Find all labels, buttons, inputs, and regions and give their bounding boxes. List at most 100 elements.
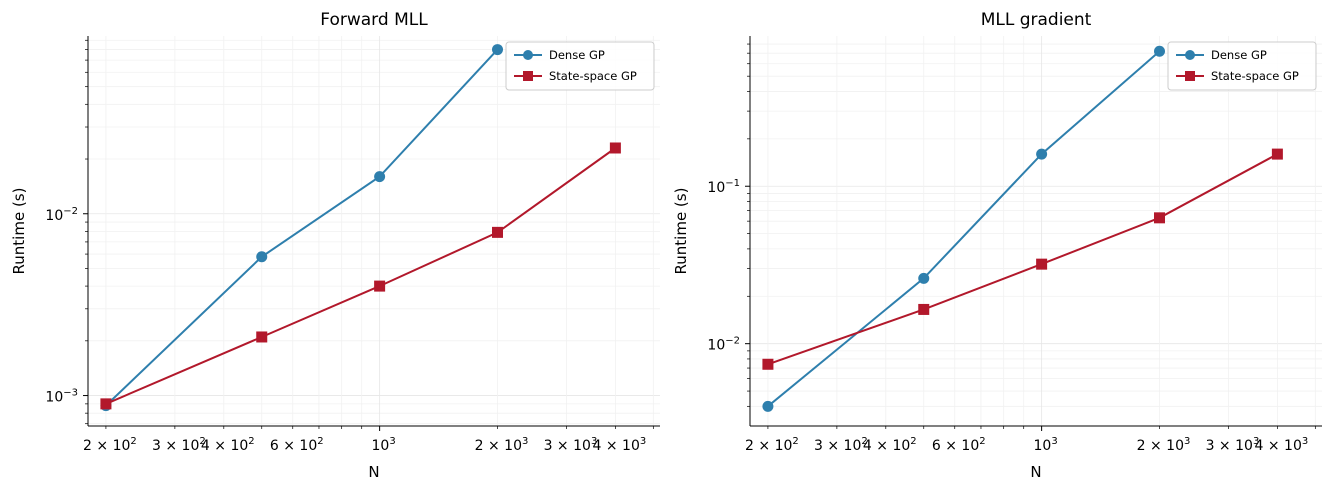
data-point [256, 251, 268, 263]
data-point [762, 400, 774, 412]
x-tick-label-base: 2 × 10 [475, 438, 522, 454]
x-tick-label-exp: 2 [199, 436, 205, 447]
x-tick-label-exp: 3 [1302, 436, 1308, 447]
x-tick-label-exp: 2 [910, 436, 916, 447]
legend-label: Dense GP [1211, 48, 1267, 62]
data-point [100, 398, 112, 410]
legend-item: Dense GP [514, 48, 605, 62]
legend-marker [1185, 71, 1195, 81]
x-tick-label: 2 × 103 [1137, 436, 1191, 454]
x-tick-label-exp: 2 [861, 436, 867, 447]
data-point [762, 358, 774, 370]
y-tick-label: 10−2 [45, 206, 78, 224]
legend-item: State-space GP [514, 69, 637, 83]
x-tick-label-exp: 3 [522, 436, 528, 447]
data-point [492, 226, 504, 238]
data-point [1036, 258, 1048, 270]
x-tick-label: 4 × 102 [863, 436, 917, 454]
series-line [767, 50, 1161, 408]
y-tick-label-exp: −2 [63, 206, 78, 217]
data-point [1036, 148, 1048, 160]
x-tick-label: 4 × 102 [201, 436, 255, 454]
data-point [1154, 212, 1166, 224]
x-tick-label-exp: 3 [1184, 436, 1190, 447]
x-axis-label: N [1030, 463, 1041, 481]
x-tick-label-exp: 2 [979, 436, 985, 447]
x-tick-label: 3 × 102 [152, 436, 206, 454]
data-point [918, 272, 930, 284]
chart-title: Forward MLL [320, 10, 428, 30]
x-tick-label: 2 × 102 [83, 436, 137, 454]
x-tick-label-base: 3 × 10 [1206, 438, 1253, 454]
x-tick-label-base: 10 [372, 438, 390, 454]
legend-item: State-space GP [1176, 69, 1299, 83]
x-tick-label: 103 [1034, 436, 1058, 454]
x-tick-label-base: 10 [1034, 438, 1052, 454]
data-point [256, 331, 268, 343]
y-tick-label-base: 10 [707, 180, 725, 196]
legend-label: State-space GP [1211, 69, 1299, 83]
x-tick-label-base: 2 × 10 [745, 438, 792, 454]
x-tick-label-exp: 3 [389, 436, 395, 447]
x-tick-label-exp: 3 [640, 436, 646, 447]
legend-marker [523, 71, 533, 81]
legend: Dense GP State-space GP [1167, 41, 1317, 91]
x-tick-label: 3 × 103 [544, 436, 598, 454]
x-tick-label-exp: 3 [591, 436, 597, 447]
x-tick-label-base: 2 × 10 [83, 438, 130, 454]
data-point [1154, 45, 1166, 57]
y-axis-label: Runtime (s) [672, 188, 690, 275]
x-tick-label-exp: 3 [1051, 436, 1057, 447]
x-tick-label: 3 × 102 [814, 436, 868, 454]
y-tick-label: 10−1 [707, 178, 740, 196]
x-tick-label-exp: 2 [317, 436, 323, 447]
x-tick-label-base: 6 × 10 [932, 438, 979, 454]
legend-box [505, 41, 655, 91]
x-tick-label-base: 3 × 10 [814, 438, 861, 454]
x-tick-label: 4 × 103 [593, 436, 647, 454]
x-tick-label-base: 4 × 10 [201, 438, 248, 454]
data-point [374, 171, 386, 183]
y-tick-label: 10−3 [45, 388, 78, 406]
legend-label: Dense GP [549, 48, 605, 62]
x-tick-label-exp: 2 [792, 436, 798, 447]
x-tick-label: 4 × 103 [1255, 436, 1309, 454]
x-tick-label-base: 6 × 10 [270, 438, 317, 454]
x-tick-label: 6 × 102 [270, 436, 324, 454]
legend-item: Dense GP [1176, 48, 1267, 62]
x-tick-label: 103 [372, 436, 396, 454]
series-dense-gp [762, 45, 1166, 412]
legend: Dense GP State-space GP [505, 41, 655, 91]
x-axis-label: N [368, 463, 379, 481]
y-tick-label-base: 10 [45, 390, 63, 406]
legend-label: State-space GP [549, 69, 637, 83]
series-line [105, 48, 499, 407]
x-tick-label-base: 2 × 10 [1137, 438, 1184, 454]
x-tick-label-base: 4 × 10 [1255, 438, 1302, 454]
x-tick-label-exp: 3 [1253, 436, 1259, 447]
x-tick-label: 2 × 103 [475, 436, 529, 454]
x-tick-label-exp: 2 [248, 436, 254, 447]
y-axis-label: Runtime (s) [10, 188, 28, 275]
y-tick-label: 10−2 [707, 336, 740, 354]
grid [88, 36, 660, 426]
x-tick-label-exp: 2 [130, 436, 136, 447]
data-point [374, 280, 386, 292]
series-state-space-gp [762, 148, 1283, 370]
legend-marker [523, 50, 533, 60]
series-line [105, 147, 616, 405]
y-tick-label-base: 10 [45, 208, 63, 224]
series-dense-gp [100, 44, 504, 412]
y-tick-label-exp: −3 [63, 388, 78, 399]
data-point [918, 303, 930, 315]
legend-marker [1185, 50, 1195, 60]
y-tick-label-base: 10 [707, 338, 725, 354]
x-tick-label: 6 × 102 [932, 436, 986, 454]
x-tick-label-base: 3 × 10 [152, 438, 199, 454]
series-line [767, 153, 1278, 366]
y-tick-label-exp: −2 [725, 336, 740, 347]
x-tick-label-base: 3 × 10 [544, 438, 591, 454]
data-point [609, 142, 621, 154]
